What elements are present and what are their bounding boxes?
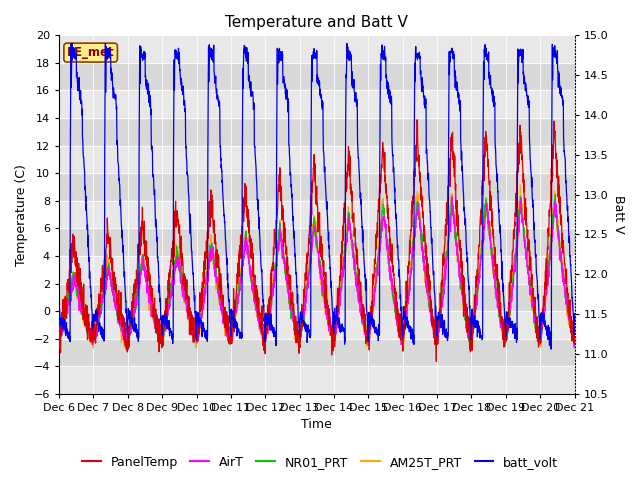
Y-axis label: Temperature (C): Temperature (C) [15,164,28,265]
X-axis label: Time: Time [301,419,332,432]
Bar [59,256,575,284]
Legend: PanelTemp, AirT, NR01_PRT, AM25T_PRT, batt_volt: PanelTemp, AirT, NR01_PRT, AM25T_PRT, ba… [77,451,563,474]
Bar [59,201,575,228]
Bar [59,91,575,118]
Bar [59,366,575,394]
Y-axis label: Batt V: Batt V [612,195,625,234]
Text: EE_met: EE_met [67,46,115,59]
Bar [59,311,575,339]
Bar [59,36,575,63]
Title: Temperature and Batt V: Temperature and Batt V [225,15,408,30]
Bar [59,145,575,173]
